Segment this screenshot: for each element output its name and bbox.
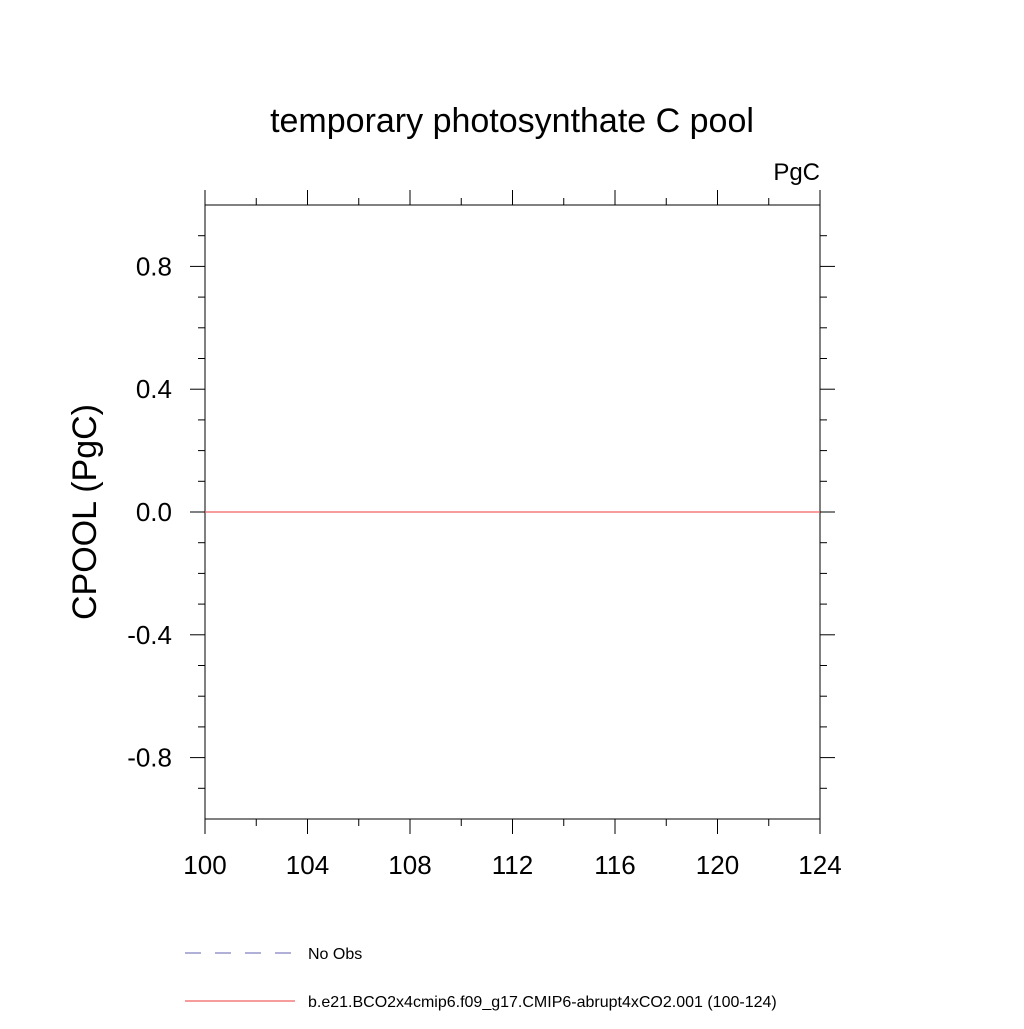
y-tick-label: -0.8 bbox=[127, 743, 172, 773]
x-tick-label: 100 bbox=[183, 850, 226, 880]
legend-label: b.e21.BCO2x4cmip6.f09_g17.CMIP6-abrupt4x… bbox=[308, 994, 777, 1011]
y-tick-label: -0.4 bbox=[127, 620, 172, 650]
units-label: PgC bbox=[773, 159, 820, 186]
x-tick-label: 108 bbox=[388, 850, 431, 880]
x-tick-label: 120 bbox=[696, 850, 739, 880]
y-axis-label: CPOOL (PgC) bbox=[66, 404, 104, 620]
axis-ticks: 100 104 108 112 116 120 124 -0.8 -0.4 0.0 0.4 0.8 bbox=[127, 190, 842, 880]
y-tick-label: 0.4 bbox=[136, 374, 172, 404]
x-tick-label: 104 bbox=[286, 850, 329, 880]
legend-label: No Obs bbox=[308, 946, 362, 963]
y-tick-label: 0.8 bbox=[136, 251, 172, 281]
chart-title: temporary photosynthate C pool bbox=[270, 102, 754, 140]
x-tick-label: 124 bbox=[798, 850, 841, 880]
y-tick-label: 0.0 bbox=[136, 497, 172, 527]
x-tick-label: 112 bbox=[492, 850, 533, 880]
legend: No Obs b.e21.BCO2x4cmip6.f09_g17.CMIP6-ab… bbox=[185, 946, 777, 1011]
x-tick-label: 116 bbox=[594, 850, 635, 880]
